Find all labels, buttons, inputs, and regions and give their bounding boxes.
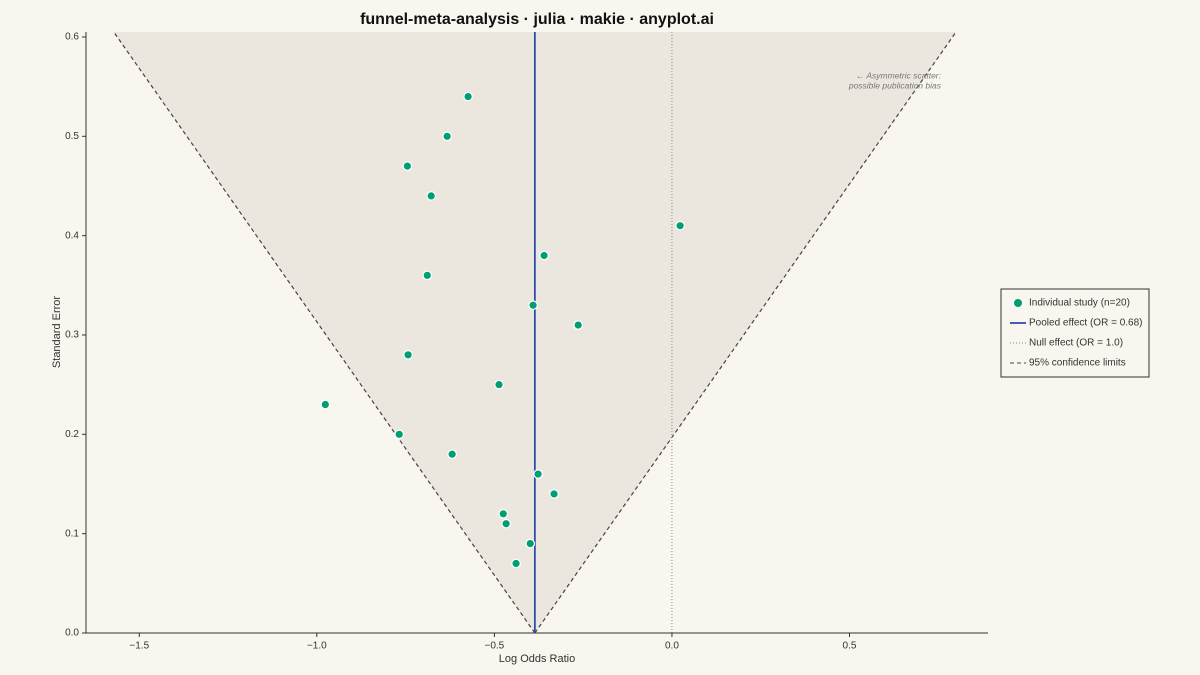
- annotation: ← Asymmetric scatter:: [856, 70, 942, 80]
- legend-label: Pooled effect (OR = 0.68): [1029, 318, 1143, 329]
- x-tick-label: 0.0: [665, 641, 679, 652]
- study-point: [442, 131, 452, 142]
- study-point: [528, 300, 538, 310]
- y-tick-label: 0.2: [65, 429, 79, 440]
- x-tick-label: −1.0: [307, 641, 327, 652]
- study-point: [511, 558, 521, 569]
- study-point: [426, 191, 436, 201]
- study-point: [675, 220, 685, 231]
- legend-label: 95% confidence limits: [1029, 358, 1126, 369]
- x-tick-label: −1.5: [129, 641, 149, 652]
- legend-marker: [1014, 299, 1022, 307]
- study-point: [501, 518, 511, 529]
- plot-area: [113, 32, 957, 633]
- y-tick-label: 0.6: [65, 32, 79, 43]
- study-point: [539, 250, 549, 261]
- y-tick-label: 0.5: [65, 131, 79, 142]
- x-axis-label: Log Odds Ratio: [499, 653, 575, 665]
- y-tick-label: 0.4: [65, 230, 79, 241]
- study-point: [447, 449, 457, 459]
- confidence-limit: [534, 32, 957, 633]
- confidence-limit: [113, 32, 536, 633]
- study-point: [320, 399, 331, 410]
- study-point: [573, 320, 583, 330]
- chart-title: funnel-meta-analysis · julia · makie · a…: [360, 11, 714, 28]
- study-point: [422, 270, 433, 281]
- study-point: [463, 91, 473, 102]
- legend-label: Null effect (OR = 1.0): [1029, 338, 1123, 349]
- y-tick-label: 0.3: [65, 330, 79, 341]
- study-point: [494, 379, 504, 390]
- legend-box: [1000, 288, 1150, 378]
- legend-label: Individual study (n=20): [1029, 298, 1130, 309]
- y-tick-label: 0.1: [65, 528, 79, 539]
- x-tick-label: −0.5: [485, 641, 505, 652]
- annotation: possible publication bias: [848, 80, 942, 90]
- study-point: [533, 469, 543, 479]
- study-point: [525, 538, 536, 549]
- study-point: [549, 489, 559, 499]
- study-point: [394, 429, 405, 440]
- y-axis-label: Standard Error: [51, 296, 63, 368]
- x-tick-label: 0.5: [843, 641, 857, 652]
- y-tick-label: 0.0: [65, 628, 79, 639]
- study-point: [403, 350, 413, 360]
- study-point: [402, 161, 413, 171]
- study-point: [498, 508, 509, 519]
